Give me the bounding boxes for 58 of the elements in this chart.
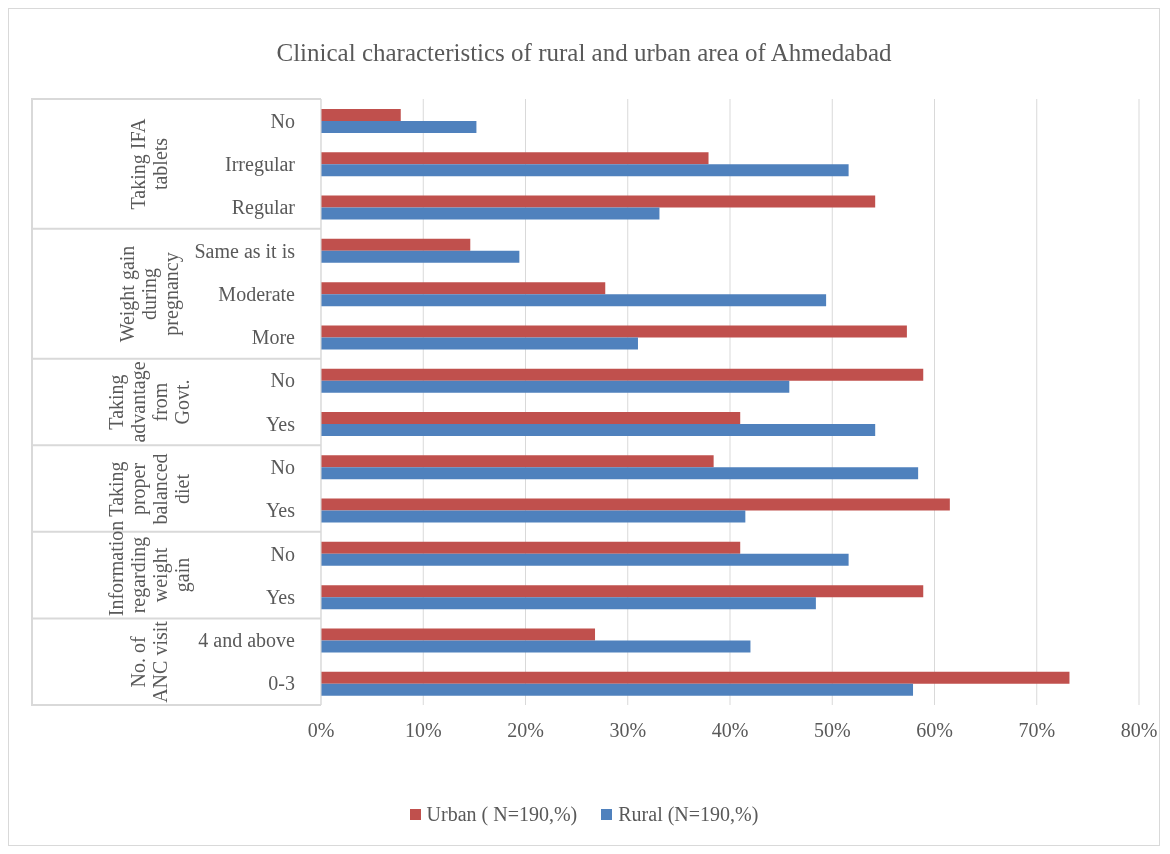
y-tick-label: Yes [265,499,296,522]
bar [321,510,746,523]
x-tick-label: 70% [1018,719,1056,742]
bar [321,683,914,696]
y-tick-label: No [270,369,295,392]
x-tick-label: 10% [404,719,442,742]
legend-label: Rural (N=190,%) [618,803,759,826]
y-tick-label: No [270,542,295,565]
legend-label: Urban ( N=190,%) [426,803,578,826]
bar [321,541,741,554]
x-tick-label: 60% [916,719,953,742]
bar [321,628,596,641]
bar [321,195,876,208]
bar [321,498,950,511]
x-tick-label: 0% [307,719,335,742]
bar [321,250,520,263]
x-tick-label: 40% [711,719,749,742]
bar [321,585,924,598]
y-tick-label: No [270,109,295,132]
bar [321,164,849,177]
y-tick-label: Regular [231,196,296,220]
y-tick-label: Yes [265,585,296,608]
bar [321,424,876,436]
text: Weight gain during pregnancy [115,244,182,345]
y-tick-label: More [251,326,296,349]
bar [321,597,816,610]
text: Taking advantage from Govt. [104,360,193,444]
bar [321,337,638,350]
bar [321,467,919,480]
text: Taking IFA tablets [126,117,171,212]
bar [321,455,714,468]
x-tick-label: 50% [813,719,851,742]
bar [321,294,827,307]
y-tick-label: Yes [265,412,296,435]
y-tick-label: 0-3 [268,672,295,695]
bar [321,207,660,220]
y-tick-label: Irregular [225,152,296,176]
x-tick-label: 20% [507,719,544,742]
y-tick-label: 4 and above [198,629,296,652]
bar [321,109,401,121]
text: No. of ANC visit [126,620,171,703]
bar [321,121,477,133]
y-tick-label: Same as it is [194,239,296,262]
bar [321,325,907,338]
bar [321,282,606,295]
bar [321,152,709,165]
bar [321,238,471,251]
bar [321,671,1070,684]
bar [321,380,790,393]
bar [321,368,924,381]
y-tick-label: Moderate [218,282,296,305]
x-tick-label: 80% [1120,719,1158,742]
bar [321,640,751,653]
bar [321,412,741,424]
bar [321,553,849,566]
chart-title: Clinical characteristics of rural and urban area of Ahmedabad [275,39,893,67]
y-tick-label: No [270,455,295,478]
x-tick-label: 30% [609,719,647,742]
